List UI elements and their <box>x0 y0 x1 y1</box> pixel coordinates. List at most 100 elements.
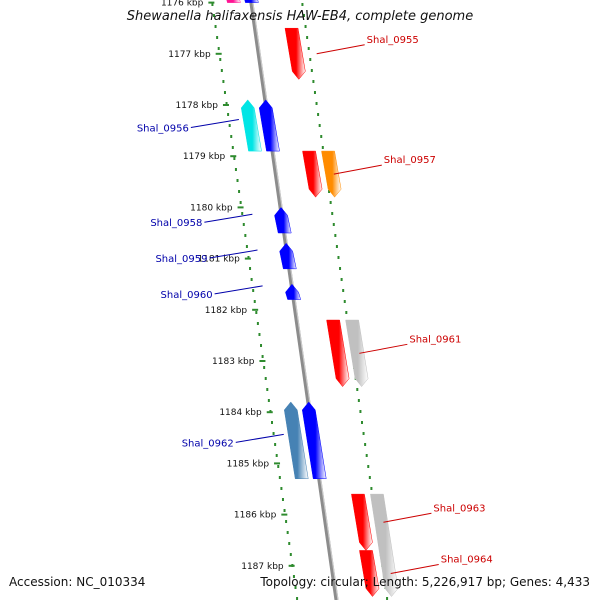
scale-dot <box>356 388 359 391</box>
scale-dot <box>332 223 335 226</box>
scale-dot <box>216 36 219 39</box>
gene-arrow <box>345 319 369 387</box>
scale-dot <box>345 311 348 314</box>
gene-label-leader <box>214 285 263 295</box>
gene-arrow <box>321 150 342 198</box>
scale-dot <box>368 476 371 479</box>
gene-label-leader <box>204 213 253 223</box>
scale-dot <box>304 25 307 28</box>
backbone-line <box>248 0 339 600</box>
scale-dot <box>278 476 281 479</box>
scale-dot <box>250 278 253 281</box>
scale-dot <box>256 322 259 325</box>
scale-dot <box>241 212 244 215</box>
gene-label-leader <box>333 164 382 175</box>
scale-dot <box>238 190 241 193</box>
gene-arrow <box>284 401 309 480</box>
gene-label-leader <box>359 343 408 354</box>
genome-summary-text: Topology: circular; Length: 5,226,917 bp… <box>260 575 590 589</box>
scale-dot <box>288 542 291 545</box>
scale-dot <box>212 14 215 17</box>
gene-label-leader <box>209 249 258 259</box>
scale-dot <box>317 113 320 116</box>
scale-dot <box>231 146 234 149</box>
scale-dot <box>270 421 273 424</box>
scale-dot <box>275 454 278 457</box>
scale-dot <box>285 520 288 523</box>
gene-label-leader <box>316 44 365 55</box>
scale-dot <box>227 113 230 116</box>
scale-dot <box>342 289 345 292</box>
scale-dot <box>309 58 312 61</box>
gene-arrow <box>284 27 306 80</box>
scale-dot <box>367 465 370 468</box>
scale-dot <box>280 487 283 490</box>
scale-tick-label: 1179 kbp <box>183 152 226 162</box>
scale-dot <box>264 377 267 380</box>
gene-arrow <box>258 99 280 152</box>
scale-dot <box>318 124 321 127</box>
gene-arrow <box>285 283 302 300</box>
scale-dot <box>312 80 315 83</box>
scale-dot <box>244 234 247 237</box>
gene-label-leader <box>390 563 439 574</box>
gene-label: Shal_0956 <box>137 123 189 134</box>
gene-arrow <box>244 0 259 3</box>
scale-tick-label: 1176 kbp <box>161 0 204 9</box>
gene-arrow <box>240 99 262 152</box>
scale-dot <box>339 267 342 270</box>
scale-dot <box>306 36 309 39</box>
scale-dot <box>267 399 270 402</box>
scale-dot <box>294 586 297 589</box>
gene-arrow <box>302 150 323 198</box>
gene-label: Shal_0961 <box>409 334 461 345</box>
scale-dot <box>214 25 217 28</box>
scale-dot <box>307 47 310 50</box>
scale-dot <box>301 3 304 6</box>
scale-dot <box>343 300 346 303</box>
scale-tick-label: 1187 kbp <box>241 562 284 572</box>
gene-label: Shal_0958 <box>150 218 202 229</box>
scale-dot <box>283 509 286 512</box>
scale-tick-label: 1180 kbp <box>190 203 233 213</box>
scale-dot <box>281 498 284 501</box>
scale-dot <box>313 91 316 94</box>
scale-layer: 1176 kbp 1177 kbp 1178 kbp 1179 kbp 1180 kbp… <box>161 0 295 572</box>
scale-dot <box>220 69 223 72</box>
scale-dot <box>286 531 289 534</box>
scale-dot <box>274 443 277 446</box>
scale-dot <box>225 102 228 105</box>
scale-dot <box>328 190 331 193</box>
gene-label: Shal_0962 <box>182 438 234 449</box>
scale-dot <box>331 212 334 215</box>
backbone-highlight <box>251 0 339 600</box>
scale-tick-label: 1181 kbp <box>197 255 240 265</box>
scale-dot <box>239 201 242 204</box>
gene-label: Shal_0960 <box>161 290 213 301</box>
gene-label: Shal_0955 <box>367 35 419 46</box>
scale-dot <box>362 432 365 435</box>
scale-dot <box>249 267 252 270</box>
gene-label: Shal_0964 <box>441 554 493 565</box>
scale-tick-label: 1183 kbp <box>212 357 255 367</box>
gene-label-leader <box>383 512 432 523</box>
scale-dot <box>320 135 323 138</box>
scale-dot <box>310 69 313 72</box>
scale-dot <box>253 300 256 303</box>
scale-dot <box>236 179 239 182</box>
scale-dot <box>233 157 236 160</box>
scale-dot <box>321 146 324 149</box>
gene-arrow <box>226 0 241 3</box>
scale-tick-label: 1184 kbp <box>219 408 262 418</box>
genes-layer <box>226 0 399 597</box>
gene-label-leader <box>190 118 239 128</box>
scale-dot <box>340 278 343 281</box>
scale-dot <box>359 410 362 413</box>
scale-dot <box>364 443 367 446</box>
scale-tick-label: 1178 kbp <box>176 101 219 111</box>
scale-tick-label: 1177 kbp <box>168 50 211 60</box>
scale-dot <box>252 289 255 292</box>
scale-dot <box>296 597 299 600</box>
scale-dot <box>245 245 248 248</box>
